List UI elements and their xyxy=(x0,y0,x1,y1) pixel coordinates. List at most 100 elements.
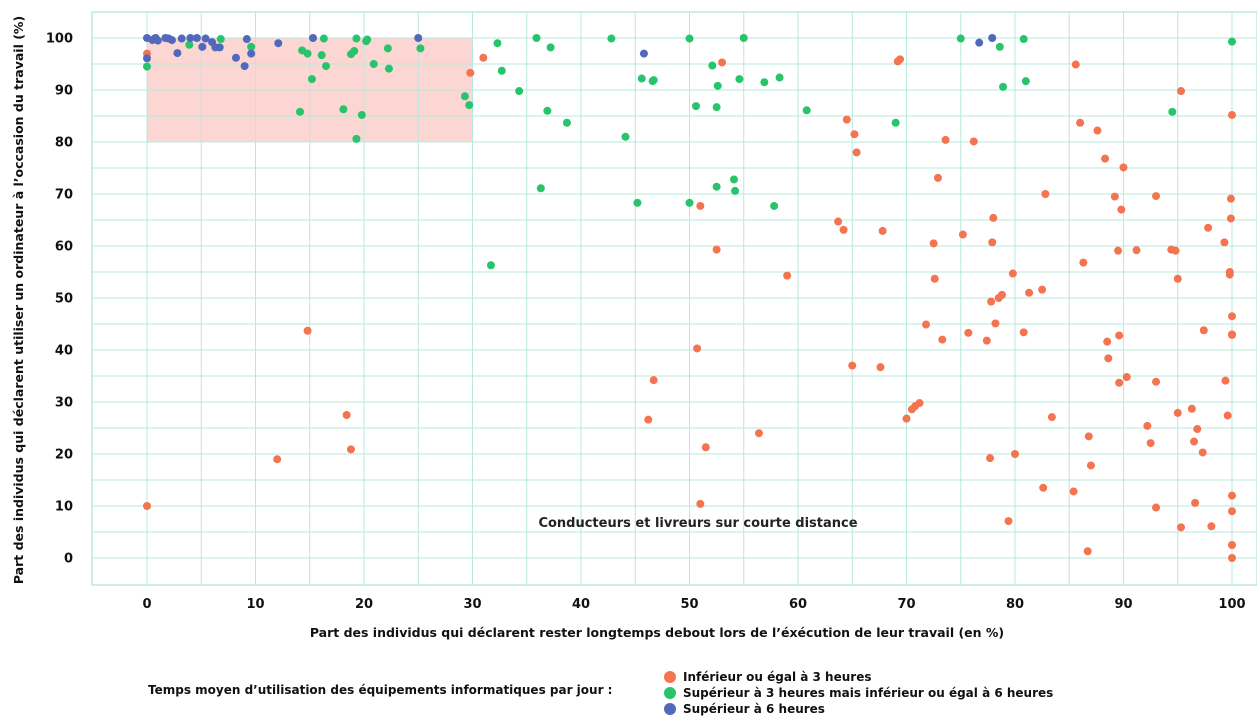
legend-marker-low xyxy=(664,671,676,683)
x-tick-label: 100 xyxy=(1218,597,1245,612)
point-series-0 xyxy=(1143,421,1152,430)
point-series-2 xyxy=(231,53,240,62)
point-series-0 xyxy=(1025,288,1034,297)
point-series-0 xyxy=(1204,223,1213,232)
point-series-1 xyxy=(708,61,717,70)
legend-title: Temps moyen d’utilisation des équipement… xyxy=(148,683,612,697)
point-series-2 xyxy=(309,34,318,42)
point-series-2 xyxy=(143,54,151,63)
point-series-1 xyxy=(1228,37,1236,46)
point-series-2 xyxy=(639,49,648,58)
point-series-1 xyxy=(692,102,701,111)
point-series-0 xyxy=(938,335,947,344)
point-series-0 xyxy=(929,239,938,248)
point-series-1 xyxy=(685,34,694,43)
point-series-1 xyxy=(760,78,769,87)
x-tick-label: 0 xyxy=(142,597,151,612)
point-series-0 xyxy=(1221,376,1230,385)
point-series-0 xyxy=(303,326,312,335)
point-series-1 xyxy=(416,44,425,53)
point-series-0 xyxy=(850,130,859,139)
point-series-1 xyxy=(369,60,378,68)
point-series-0 xyxy=(1069,487,1078,496)
point-series-2 xyxy=(192,34,201,42)
point-series-0 xyxy=(1228,541,1236,549)
point-series-0 xyxy=(852,148,861,157)
point-series-2 xyxy=(988,34,997,42)
y-tick-label: 0 xyxy=(64,552,73,567)
point-series-1 xyxy=(731,186,740,195)
point-series-0 xyxy=(1071,60,1080,69)
legend-marker-high xyxy=(664,703,676,715)
point-series-0 xyxy=(479,53,488,62)
point-series-0 xyxy=(1198,448,1207,457)
point-series-0 xyxy=(712,245,721,254)
point-series-1 xyxy=(317,51,326,60)
grid-layer xyxy=(92,12,1257,585)
point-series-0 xyxy=(1047,413,1056,422)
point-series-0 xyxy=(1115,378,1124,387)
point-series-0 xyxy=(1083,547,1092,556)
point-series-1 xyxy=(465,101,474,110)
point-series-2 xyxy=(215,43,224,52)
legend-label-mid: Supérieur à 3 heures mais inférieur ou é… xyxy=(683,686,1053,700)
point-series-0 xyxy=(718,58,727,67)
point-series-0 xyxy=(989,213,998,222)
y-axis-title: Part des individus qui déclarent utilise… xyxy=(11,16,26,584)
point-series-0 xyxy=(649,376,658,385)
point-series-1 xyxy=(729,175,738,184)
point-series-0 xyxy=(1004,517,1013,526)
y-tick-label: 80 xyxy=(55,136,73,151)
point-series-0 xyxy=(1079,258,1088,267)
point-series-2 xyxy=(167,36,176,45)
point-series-1 xyxy=(383,44,392,53)
point-series-0 xyxy=(982,336,991,345)
point-series-0 xyxy=(696,499,705,508)
point-series-1 xyxy=(536,184,545,193)
point-series-1 xyxy=(607,34,616,43)
point-series-1 xyxy=(515,87,524,96)
point-series-1 xyxy=(712,182,721,191)
point-series-0 xyxy=(922,320,931,329)
point-series-0 xyxy=(1132,246,1141,255)
point-series-0 xyxy=(1114,246,1123,255)
point-series-1 xyxy=(532,34,541,42)
y-tick-label: 70 xyxy=(55,188,73,203)
y-tick-label: 100 xyxy=(46,32,73,47)
point-series-0 xyxy=(1093,126,1102,135)
point-series-0 xyxy=(346,445,355,454)
legend: Temps moyen d’utilisation des équipement… xyxy=(148,670,1053,716)
point-series-2 xyxy=(975,38,984,47)
legend-marker-mid xyxy=(664,687,676,699)
point-series-1 xyxy=(802,106,811,115)
point-series-1 xyxy=(352,34,361,43)
point-series-1 xyxy=(307,75,316,84)
point-series-2 xyxy=(414,34,423,42)
point-series-2 xyxy=(247,49,256,58)
point-series-1 xyxy=(143,62,151,71)
point-series-1 xyxy=(322,62,331,71)
point-series-1 xyxy=(486,261,495,270)
point-series-0 xyxy=(1225,270,1234,279)
point-series-2 xyxy=(177,34,186,43)
y-tick-label: 10 xyxy=(55,500,73,515)
x-tick-label: 50 xyxy=(680,597,698,612)
point-series-2 xyxy=(274,39,283,48)
point-series-0 xyxy=(1228,330,1236,339)
point-series-0 xyxy=(986,454,995,463)
point-series-1 xyxy=(339,105,348,114)
point-series-1 xyxy=(543,106,552,115)
point-series-1 xyxy=(995,42,1004,51)
point-series-1 xyxy=(713,81,722,90)
point-series-0 xyxy=(876,363,885,372)
x-axis-title: Part des individus qui déclarent rester … xyxy=(310,625,1004,640)
point-series-0 xyxy=(1115,331,1124,340)
point-series-0 xyxy=(1226,194,1235,203)
y-tick-label: 40 xyxy=(55,344,73,359)
point-series-0 xyxy=(1190,437,1199,446)
point-series-0 xyxy=(915,399,924,408)
point-series-0 xyxy=(1173,274,1182,283)
tick-layer: 0 10 20 30 40 50 60 70 80 90 100 0 10 20 30 40 50 60 70 80 9… xyxy=(46,32,1246,613)
point-series-0 xyxy=(783,271,792,280)
